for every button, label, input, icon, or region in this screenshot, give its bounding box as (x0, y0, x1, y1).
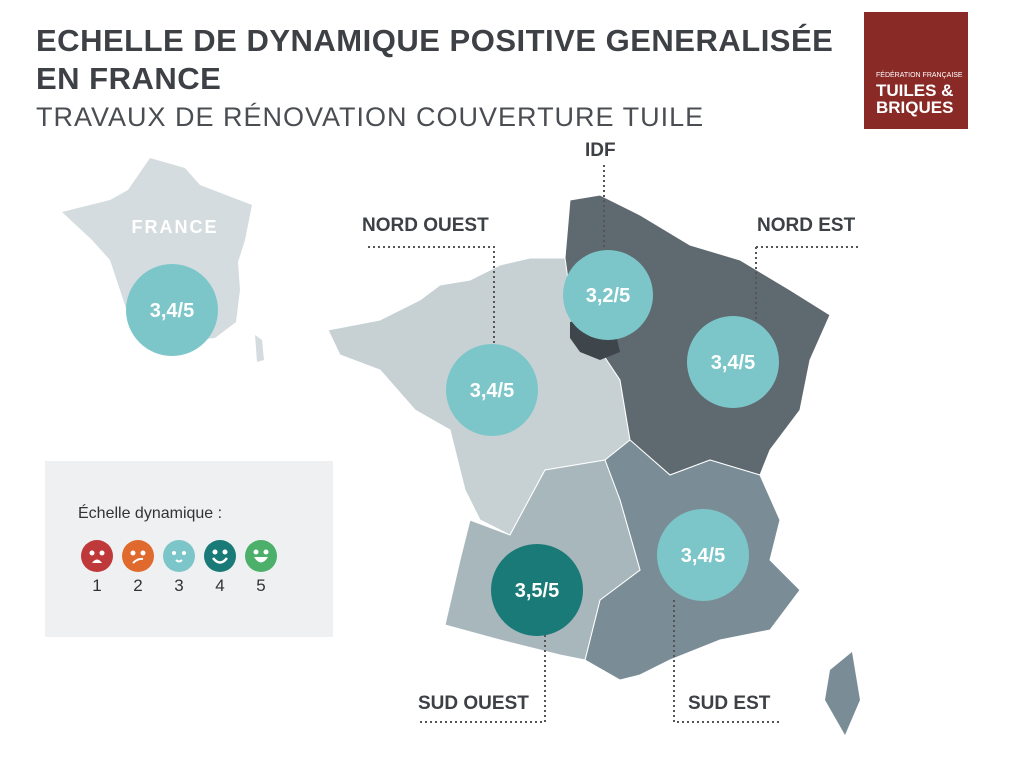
logo: FÉDÉRATION FRANÇAISE TUILES & BRIQUES (864, 12, 968, 129)
corsica (825, 652, 860, 735)
page-title: ECHELLE DE DYNAMIQUE POSITIVE GENERALISÉ… (36, 23, 834, 96)
label-nord-est: NORD EST (757, 215, 856, 236)
nord-est-circle (687, 316, 779, 408)
label-sud-est: SUD EST (688, 693, 771, 714)
france-value: 3,4/5 (150, 300, 194, 322)
legend-level: 2 (133, 576, 143, 595)
label-idf: IDF (585, 140, 616, 161)
legend-title: Échelle dynamique : (78, 505, 223, 522)
grin-icon (245, 540, 277, 572)
leader-lines (368, 165, 860, 723)
idf-value: 3,2/5 (586, 285, 630, 307)
nord-ouest-circle (446, 344, 538, 436)
legend-level: 1 (92, 576, 102, 595)
legend-level: 4 (215, 576, 225, 595)
nord-est-value: 3,4/5 (711, 352, 755, 374)
nord-ouest-value: 3,4/5 (470, 380, 514, 402)
label-nord-ouest: NORD OUEST (362, 215, 489, 236)
france-label: FRANCE (132, 217, 219, 237)
france-circle (126, 264, 218, 356)
smile-icon (204, 540, 236, 572)
sad-face-icon (81, 540, 113, 572)
label-sud-ouest: SUD OUEST (418, 693, 529, 714)
legend-level: 3 (174, 576, 184, 595)
corsica-small (255, 335, 264, 362)
sud-est-value: 3,4/5 (681, 545, 725, 567)
sud-est-circle (657, 509, 749, 601)
subtitle: TRAVAUX DE RÉNOVATION COUVERTURE TUILE (36, 102, 705, 132)
sud-ouest-circle (491, 544, 583, 636)
legend: Échelle dynamique : 1 2 3 4 5 (45, 461, 333, 637)
confused-face-icon (122, 540, 154, 572)
sud-ouest-value: 3,5/5 (515, 580, 559, 602)
neutral-smile-icon (163, 540, 195, 572)
idf-circle (563, 250, 653, 340)
legend-level: 5 (256, 576, 266, 595)
